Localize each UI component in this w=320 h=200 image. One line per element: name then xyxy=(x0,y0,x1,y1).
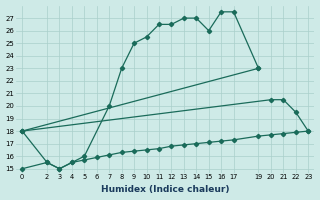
X-axis label: Humidex (Indice chaleur): Humidex (Indice chaleur) xyxy=(101,185,229,194)
